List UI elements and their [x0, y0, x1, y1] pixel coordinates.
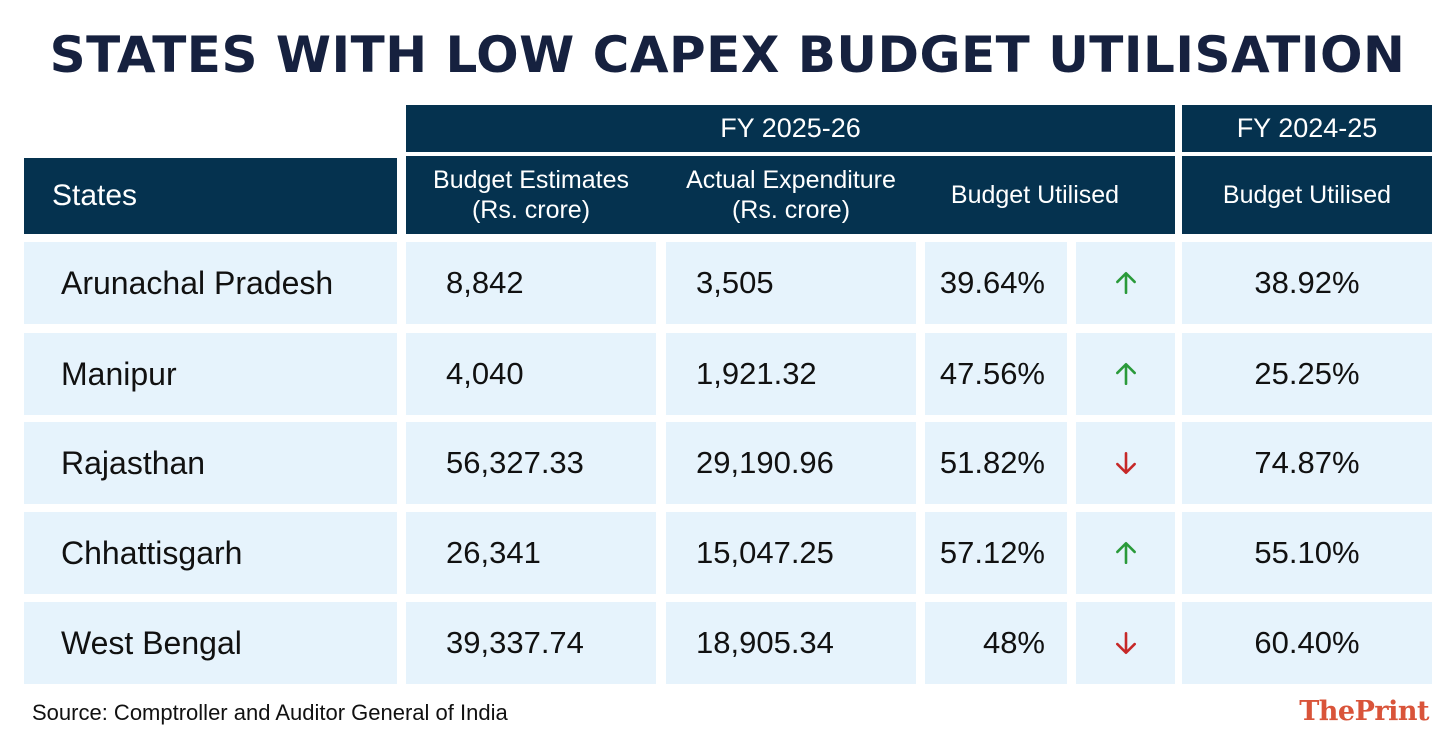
group-header-fy2526: FY 2025-26 [406, 105, 1175, 152]
state-cell: West Bengal [24, 602, 397, 684]
state-cell-value: West Bengal [61, 624, 242, 661]
budget-estimates-cell: 4,040 [406, 333, 656, 415]
utilised-2526-cell: 48% [925, 602, 1067, 684]
actual-expenditure-cell-value: 15,047.25 [696, 535, 834, 570]
state-cell: Arunachal Pradesh [24, 242, 397, 324]
column-header-budget-utilised-2526: Budget Utilised [950, 181, 1120, 209]
column-header-states: States [24, 158, 397, 234]
utilised-2526-cell: 39.64% [925, 242, 1067, 324]
budget-estimates-line2: (Rs. crore) [471, 196, 591, 224]
column-header-actual-expenditure: Actual Expenditure (Rs. crore) [666, 156, 916, 234]
column-header-budget-estimates-text: Budget Estimates (Rs. crore) [406, 156, 656, 234]
utilised-2526-cell-value: 51.82% [939, 445, 1045, 480]
utilised-2526-cell-value: 39.64% [939, 265, 1045, 300]
state-cell: Manipur [24, 333, 397, 415]
column-header-budget-estimates [406, 156, 1175, 234]
actual-expenditure-cell-value: 18,905.34 [696, 625, 834, 660]
utilised-2526-cell-value: 48% [982, 625, 1045, 660]
utilised-2526-cell: 51.82% [925, 422, 1067, 504]
budget-estimates-cell-value: 26,341 [446, 535, 541, 570]
arrow-up-icon [1115, 362, 1136, 386]
arrow-down-icon [1115, 631, 1136, 655]
source-note: Source: Comptroller and Auditor General … [32, 700, 508, 725]
actual-expenditure-cell-value: 1,921.32 [696, 356, 817, 391]
trend-cell [1076, 333, 1175, 415]
arrow-up-icon [1115, 271, 1136, 295]
utilised-2425-cell-value: 55.10% [1254, 535, 1360, 570]
group-header-fy2425: FY 2024-25 [1182, 105, 1432, 152]
state-cell-value: Chhattisgarh [61, 534, 243, 571]
budget-estimates-cell: 39,337.74 [406, 602, 656, 684]
actual-expenditure-cell: 15,047.25 [666, 512, 916, 594]
actual-expenditure-cell: 1,921.32 [666, 333, 916, 415]
utilised-2425-cell-value: 38.92% [1254, 265, 1360, 300]
budget-estimates-cell: 8,842 [406, 242, 656, 324]
trend-cell [1076, 602, 1175, 684]
utilised-2425-cell-value: 60.40% [1254, 625, 1360, 660]
actual-expenditure-cell: 18,905.34 [666, 602, 916, 684]
budget-estimates-cell-value: 8,842 [446, 265, 524, 300]
state-cell-value: Manipur [61, 355, 177, 392]
budget-estimates-cell-value: 56,327.33 [446, 445, 584, 480]
budget-estimates-line1: Budget Estimates [433, 166, 629, 194]
trend-cell [1076, 242, 1175, 324]
state-cell: Chhattisgarh [24, 512, 397, 594]
trend-cell [1076, 512, 1175, 594]
arrow-up-icon [1115, 541, 1136, 565]
chart-title: STATES WITH LOW CAPEX BUDGET UTILISATION [49, 26, 1406, 84]
arrow-down-icon [1115, 451, 1136, 475]
budget-estimates-cell-value: 4,040 [446, 356, 524, 391]
column-header-budget-utilised-2425: Budget Utilised [1182, 156, 1432, 234]
utilised-2425-cell: 55.10% [1182, 512, 1432, 594]
utilised-2425-cell: 60.40% [1182, 602, 1432, 684]
state-cell-value: Rajasthan [61, 444, 206, 481]
utilised-2526-cell: 57.12% [925, 512, 1067, 594]
budget-estimates-cell-value: 39,337.74 [446, 625, 584, 660]
utilised-2425-cell: 25.25% [1182, 333, 1432, 415]
utilised-2526-cell-value: 57.12% [939, 535, 1045, 570]
utilised-2526-cell: 47.56% [925, 333, 1067, 415]
utilised-2425-cell: 74.87% [1182, 422, 1432, 504]
utilised-2526-cell-value: 47.56% [939, 356, 1045, 391]
trend-cell [1076, 422, 1175, 504]
actual-expenditure-cell-value: 3,505 [696, 265, 774, 300]
actual-expenditure-line2: (Rs. crore) [731, 196, 851, 224]
utilised-2425-cell-value: 25.25% [1254, 356, 1360, 391]
utilised-2425-cell-value: 74.87% [1254, 445, 1360, 480]
actual-expenditure-line1: Actual Expenditure [686, 166, 896, 194]
actual-expenditure-cell-value: 29,190.96 [696, 445, 834, 480]
utilised-2425-cell: 38.92% [1182, 242, 1432, 324]
state-cell-value: Arunachal Pradesh [61, 264, 334, 301]
budget-estimates-cell: 26,341 [406, 512, 656, 594]
actual-expenditure-cell: 3,505 [666, 242, 916, 324]
theprint-logo: ThePrint [1299, 696, 1429, 727]
actual-expenditure-cell: 29,190.96 [666, 422, 916, 504]
budget-estimates-cell: 56,327.33 [406, 422, 656, 504]
state-cell: Rajasthan [24, 422, 397, 504]
